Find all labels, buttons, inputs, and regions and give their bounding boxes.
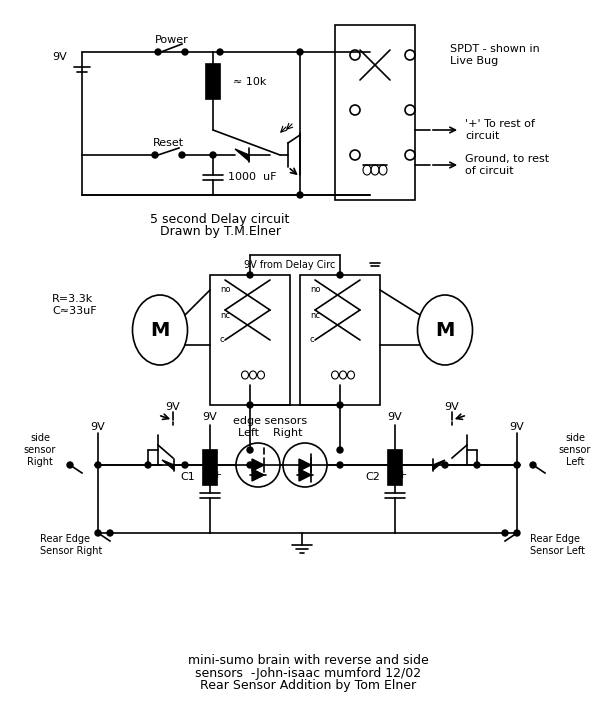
Circle shape: [95, 462, 101, 468]
Text: c: c: [220, 336, 225, 345]
Circle shape: [217, 49, 223, 55]
Polygon shape: [299, 469, 311, 481]
Text: M: M: [436, 321, 455, 340]
Text: +: +: [213, 470, 222, 480]
Text: +: +: [398, 470, 407, 480]
Circle shape: [247, 402, 253, 408]
Text: mini-sumo brain with reverse and side: mini-sumo brain with reverse and side: [188, 654, 428, 666]
Text: Rear Edge
Sensor Right: Rear Edge Sensor Right: [40, 534, 102, 556]
Circle shape: [474, 462, 480, 468]
Circle shape: [247, 272, 253, 278]
Polygon shape: [299, 459, 311, 471]
Bar: [300, 275, 380, 405]
Circle shape: [530, 462, 536, 468]
Text: Reset: Reset: [152, 138, 184, 148]
Text: Drawn by T.M.Elner: Drawn by T.M.Elner: [160, 226, 280, 238]
Circle shape: [155, 49, 161, 55]
Circle shape: [207, 462, 213, 468]
Text: side
sensor
Right: side sensor Right: [24, 434, 56, 467]
Text: M: M: [150, 321, 169, 340]
Circle shape: [179, 152, 185, 158]
Bar: [210, 275, 290, 405]
Text: C1: C1: [180, 472, 195, 482]
Circle shape: [337, 462, 343, 468]
Bar: [335, 25, 415, 200]
Text: 9V: 9V: [166, 402, 180, 412]
Text: Rear Sensor Addition by Tom Elner: Rear Sensor Addition by Tom Elner: [200, 680, 416, 692]
Circle shape: [67, 462, 73, 468]
Text: 9V: 9V: [445, 402, 460, 412]
Text: '+' To rest of
circuit: '+' To rest of circuit: [465, 119, 535, 141]
Text: 9V: 9V: [387, 412, 402, 422]
Polygon shape: [252, 469, 264, 481]
Bar: [388, 450, 402, 485]
Text: SPDT - shown in
Live Bug: SPDT - shown in Live Bug: [450, 44, 540, 66]
Circle shape: [152, 152, 158, 158]
Polygon shape: [252, 459, 264, 471]
Bar: [206, 64, 220, 99]
Text: nc: nc: [310, 310, 320, 319]
Text: 9V: 9V: [91, 422, 105, 432]
Text: 9V: 9V: [203, 412, 217, 422]
Polygon shape: [162, 460, 174, 470]
Circle shape: [392, 462, 398, 468]
Bar: [203, 450, 217, 485]
Circle shape: [182, 462, 188, 468]
Polygon shape: [433, 460, 445, 470]
Circle shape: [514, 462, 520, 468]
Text: ≈ 10k: ≈ 10k: [233, 77, 266, 87]
Polygon shape: [235, 149, 249, 161]
Text: edge sensors
Left    Right: edge sensors Left Right: [233, 416, 307, 438]
Circle shape: [297, 49, 303, 55]
Text: R=3.3k
C≈33uF: R=3.3k C≈33uF: [52, 294, 97, 316]
Text: sensors  -John-isaac mumford 12/02: sensors -John-isaac mumford 12/02: [195, 666, 421, 680]
Text: Rear Edge
Sensor Left: Rear Edge Sensor Left: [530, 534, 585, 556]
Circle shape: [95, 530, 101, 536]
Text: 5 second Delay circuit: 5 second Delay circuit: [150, 214, 290, 226]
Circle shape: [392, 462, 398, 468]
Text: no: no: [310, 286, 320, 295]
Text: 9V: 9V: [52, 52, 67, 62]
Circle shape: [337, 402, 343, 408]
Circle shape: [442, 462, 448, 468]
Text: C2: C2: [365, 472, 380, 482]
Text: side
sensor
Left: side sensor Left: [559, 434, 591, 467]
Circle shape: [297, 192, 303, 198]
Circle shape: [145, 462, 151, 468]
Circle shape: [107, 530, 113, 536]
Circle shape: [514, 530, 520, 536]
Text: 9V from Delay Circ: 9V from Delay Circ: [245, 260, 336, 270]
Circle shape: [247, 462, 253, 468]
Text: c: c: [310, 336, 315, 345]
Circle shape: [210, 152, 216, 158]
Circle shape: [182, 49, 188, 55]
Text: Ground, to rest
of circuit: Ground, to rest of circuit: [465, 154, 549, 176]
Circle shape: [207, 462, 213, 468]
Circle shape: [337, 447, 343, 453]
Circle shape: [337, 272, 343, 278]
Text: Power: Power: [155, 35, 189, 45]
Circle shape: [502, 530, 508, 536]
Text: no: no: [220, 286, 230, 295]
Text: 1000  uF: 1000 uF: [228, 172, 277, 182]
Text: 9V: 9V: [509, 422, 524, 432]
Circle shape: [247, 447, 253, 453]
Text: nc: nc: [220, 310, 230, 319]
